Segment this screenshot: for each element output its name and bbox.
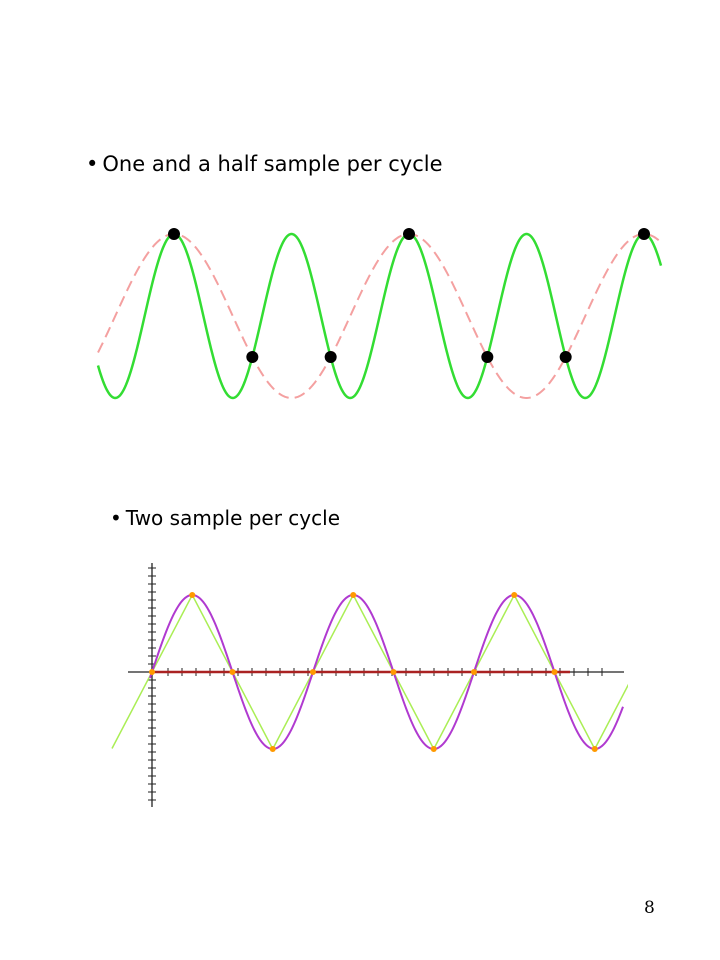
figure2-curves	[111, 593, 628, 751]
zero-crossing-sample	[471, 669, 477, 675]
triangle-reconstruction	[111, 593, 628, 751]
sample-point	[168, 228, 180, 240]
signal-sine	[96, 232, 663, 400]
bullet-glyph: •	[86, 152, 99, 176]
figure-two-samples	[111, 563, 628, 807]
page-number: 8	[644, 898, 655, 918]
bullet-text: One and a half sample per cycle	[102, 152, 443, 176]
peak-sample	[269, 746, 276, 752]
zero-crossing-sample	[390, 669, 397, 675]
sample-point	[638, 228, 650, 240]
zero-crossing-sample	[229, 669, 236, 675]
signal-sine	[149, 593, 624, 751]
figure2-axes	[128, 563, 624, 807]
figure-one-and-a-half-samples	[96, 228, 663, 400]
sample-point	[246, 351, 259, 363]
sample-point	[324, 351, 337, 363]
peak-sample	[591, 746, 598, 752]
zero-crossing-sample	[149, 669, 155, 675]
sample-point	[481, 351, 494, 363]
figure1-curves	[96, 232, 663, 400]
zero-crossing-sample	[310, 669, 316, 675]
zero-crossing-sample	[551, 669, 558, 675]
bullet-glyph: •	[110, 506, 122, 530]
peak-sample	[511, 592, 518, 598]
sample-point	[559, 351, 572, 363]
peak-sample	[350, 592, 357, 598]
peak-sample	[189, 592, 196, 598]
figure1-sample-points	[168, 228, 650, 363]
sample-point	[403, 228, 415, 240]
bullet-text: Two sample per cycle	[125, 506, 340, 530]
bullet-two-samples: • Two sample per cycle	[110, 508, 340, 528]
bullet-one-and-a-half-samples: • One and a half sample per cycle	[86, 154, 443, 175]
figure2-sample-points	[149, 592, 598, 752]
peak-sample	[430, 746, 437, 752]
